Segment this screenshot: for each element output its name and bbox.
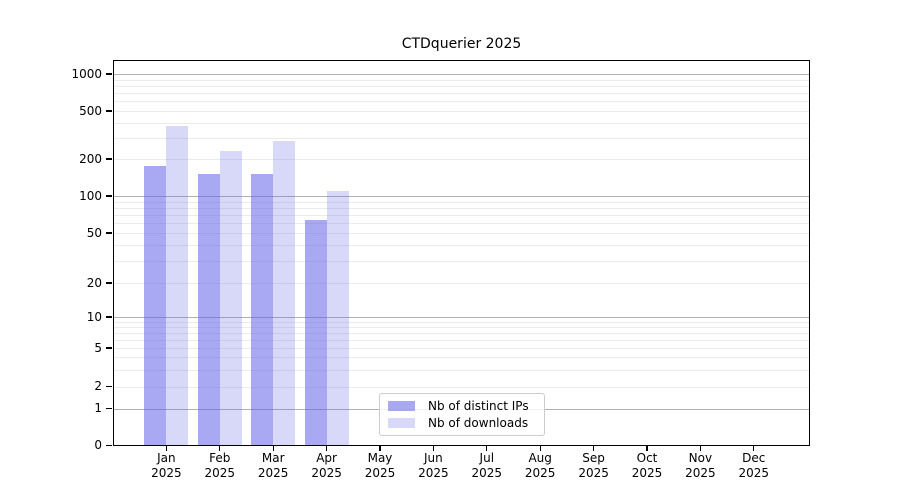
gridline-major-100 — [114, 196, 809, 197]
legend-label-downloads: Nb of downloads — [428, 416, 529, 430]
bar-downloads-jan — [166, 126, 189, 446]
y-tick-mark-200 — [106, 158, 112, 160]
x-tick-label-sep: Sep 2025 — [578, 451, 609, 480]
legend-item-distinct-ips: Nb of distinct IPs — [388, 399, 536, 413]
gridline-minor-6 — [114, 339, 809, 341]
x-tick-label-nov: Nov 2025 — [685, 451, 716, 480]
y-tick-mark-1000 — [106, 73, 112, 75]
x-tick-mark-mar — [272, 446, 274, 451]
y-tick-mark-5 — [106, 347, 112, 349]
y-tick-label-5: 5 — [94, 340, 102, 355]
x-tick-mark-oct — [646, 446, 648, 451]
gridline-minor-7 — [114, 333, 809, 334]
gridline-minor-80 — [114, 207, 809, 209]
x-tick-label-jan: Jan 2025 — [151, 451, 182, 480]
y-tick-mark-100 — [106, 195, 112, 197]
gridline-minor-20 — [114, 283, 809, 284]
bar-downloads-apr — [326, 190, 349, 446]
x-tick-label-jun: Jun 2025 — [418, 451, 449, 480]
bar-distinct-ips-feb — [197, 173, 220, 446]
legend-label-distinct-ips: Nb of distinct IPs — [428, 399, 529, 413]
legend-swatch-distinct-ips — [388, 401, 415, 411]
y-tick-label-10: 10 — [86, 309, 102, 324]
legend: Nb of distinct IPs Nb of downloads — [379, 393, 545, 436]
bar-distinct-ips-jan — [144, 166, 167, 446]
y-tick-label-20: 20 — [86, 275, 102, 290]
gridline-minor-900 — [114, 79, 809, 81]
x-tick-mark-jun — [432, 446, 434, 451]
y-tick-label-1: 1 — [94, 401, 102, 415]
x-tick-mark-may — [379, 446, 381, 451]
x-tick-mark-feb — [219, 446, 221, 451]
x-tick-label-jul: Jul 2025 — [471, 451, 503, 480]
gridline-minor-9 — [114, 321, 809, 323]
x-tick-mark-apr — [326, 446, 328, 451]
y-tick-label-50: 50 — [86, 225, 102, 240]
x-tick-label-oct: Oct 2025 — [631, 451, 663, 480]
gridline-minor-500 — [114, 111, 809, 112]
gridline-minor-800 — [114, 85, 809, 87]
x-tick-label-aug: Aug 2025 — [524, 451, 556, 480]
bar-distinct-ips-mar — [251, 174, 274, 446]
legend-swatch-downloads — [388, 418, 415, 428]
legend-item-downloads: Nb of downloads — [388, 416, 536, 430]
x-tick-mark-jan — [165, 446, 167, 451]
y-tick-label-500: 500 — [79, 103, 102, 118]
gridline-minor-4 — [114, 357, 809, 359]
gridline-minor-60 — [114, 223, 809, 225]
gridline-minor-300 — [114, 137, 809, 139]
x-tick-mark-sep — [593, 446, 595, 451]
x-tick-label-feb: Feb 2025 — [204, 451, 236, 480]
y-tick-mark-0 — [106, 444, 112, 447]
plot-area — [113, 60, 810, 446]
y-tick-label-1000: 1000 — [71, 66, 102, 81]
y-tick-label-200: 200 — [79, 151, 102, 166]
y-tick-label-0: 0 — [94, 438, 102, 452]
x-tick-mark-nov — [699, 446, 701, 451]
gridline-minor-40 — [114, 245, 809, 247]
gridline-minor-8 — [114, 327, 809, 328]
gridline-minor-70 — [114, 215, 809, 216]
gridline-minor-2 — [114, 386, 809, 388]
x-tick-label-may: May 2025 — [364, 451, 396, 480]
x-tick-mark-aug — [539, 446, 541, 451]
gridline-minor-50 — [114, 233, 809, 234]
x-tick-label-dec: Dec 2025 — [738, 451, 770, 480]
gridline-minor-700 — [114, 93, 809, 94]
chart-title: CTDquerier 2025 — [401, 36, 522, 52]
gridline-minor-600 — [114, 101, 809, 103]
gridline-minor-400 — [114, 122, 809, 124]
y-tick-mark-10 — [106, 316, 112, 318]
gridline-major-1000 — [114, 74, 809, 75]
bar-downloads-mar — [273, 140, 296, 446]
gridline-minor-5 — [114, 348, 809, 349]
y-tick-label-100: 100 — [79, 188, 102, 203]
y-tick-mark-20 — [106, 282, 112, 284]
x-tick-label-mar: Mar 2025 — [257, 451, 289, 480]
y-tick-label-2: 2 — [94, 379, 102, 393]
x-tick-mark-jul — [486, 446, 488, 451]
y-tick-mark-1 — [106, 407, 112, 410]
gridline-minor-200 — [114, 159, 809, 160]
x-tick-label-apr: Apr 2025 — [311, 451, 342, 480]
bar-downloads-feb — [219, 150, 242, 446]
y-tick-mark-2 — [106, 385, 112, 388]
gridline-major-10 — [114, 317, 809, 318]
bar-distinct-ips-apr — [304, 219, 327, 446]
gridline-minor-90 — [114, 201, 809, 203]
y-tick-mark-500 — [106, 110, 112, 112]
x-tick-mark-dec — [753, 446, 755, 451]
y-tick-mark-50 — [106, 232, 112, 234]
gridline-minor-30 — [114, 260, 809, 262]
gridline-minor-3 — [114, 369, 809, 371]
